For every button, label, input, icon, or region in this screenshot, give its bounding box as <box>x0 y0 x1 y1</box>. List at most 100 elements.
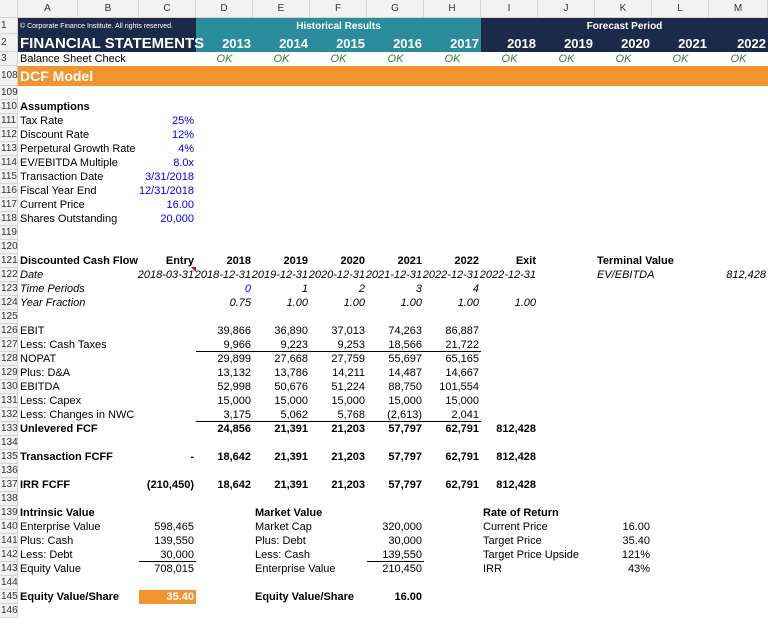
row-header: 124 <box>0 296 18 310</box>
cell: 12/31/2018 <box>138 185 194 197</box>
cell: 29,899 <box>217 353 251 365</box>
cell: IRR <box>483 563 502 575</box>
row-header: 142 <box>0 548 18 562</box>
column-header: F <box>310 0 367 18</box>
cell: 43% <box>627 563 650 575</box>
cell: 20,000 <box>160 213 194 225</box>
cell: 21,722 <box>424 338 481 352</box>
row-header: 133 <box>0 422 18 436</box>
column-header: L <box>652 0 709 18</box>
column-header: E <box>253 0 310 18</box>
cell: 139,550 <box>367 548 424 562</box>
cell: 2021-12-31 <box>365 269 422 281</box>
cell: 1.00 <box>343 297 365 309</box>
cell: 27,759 <box>331 353 365 365</box>
cell: Balance Sheet Check <box>20 53 126 65</box>
row-header: 111 <box>0 114 18 128</box>
cell: Fiscal Year End <box>20 185 97 197</box>
cell: Perpetural Growth Rate <box>20 143 136 155</box>
cell: 812,428 <box>726 269 766 281</box>
row-header: 109 <box>0 86 18 100</box>
cell: 2020-12-31 <box>308 269 365 281</box>
cell: 4% <box>178 143 194 155</box>
cell: Less: Debt <box>20 549 73 561</box>
row-header: 136 <box>0 464 18 478</box>
cell: 9,966 <box>196 338 253 352</box>
band <box>196 18 481 34</box>
cell: Discount Rate <box>20 129 90 141</box>
cell: 2018 <box>507 35 536 51</box>
cell: 21,391 <box>274 423 308 435</box>
cell: OK <box>444 53 461 65</box>
cell: FINANCIAL STATEMENTS <box>20 34 204 52</box>
cell: 18,642 <box>217 479 251 491</box>
cell: 62,791 <box>445 479 479 491</box>
section-band <box>18 66 768 86</box>
row-header: 122 <box>0 268 18 282</box>
cell: 35.40 <box>139 590 196 604</box>
cell: 24,856 <box>217 423 251 435</box>
cell: 21,203 <box>331 451 365 463</box>
cell: 0.75 <box>229 297 251 309</box>
cell: 3/31/2018 <box>145 171 194 183</box>
band <box>481 18 768 34</box>
cell: Time Periods <box>20 283 85 295</box>
cell: Target Price Upside <box>483 549 579 561</box>
cell: 2022-12-31 <box>422 269 479 281</box>
cell: 65,165 <box>445 353 479 365</box>
cell: 15,000 <box>388 395 422 407</box>
cell: OK <box>558 53 575 65</box>
cell: 2022 <box>454 255 479 267</box>
cell: 2015 <box>336 35 365 51</box>
cell: 18,642 <box>217 451 251 463</box>
comment-marker <box>191 267 196 272</box>
cell: 2021 <box>678 35 707 51</box>
cell: Equity Value/Share <box>20 591 120 603</box>
cell: 16.00 <box>394 591 422 603</box>
row-header: 116 <box>0 184 18 198</box>
row-header: 131 <box>0 394 18 408</box>
row-header: 144 <box>0 576 18 590</box>
row-header: 123 <box>0 282 18 296</box>
row-header: 145 <box>0 590 18 604</box>
cell: 88,750 <box>388 381 422 393</box>
cell: Terminal Value <box>597 255 674 267</box>
row-header: 127 <box>0 338 18 352</box>
cell: Year Fraction <box>20 297 86 309</box>
cell: Enterprise Value <box>20 521 101 533</box>
cell: Less: Capex <box>20 395 82 407</box>
row-header: 125 <box>0 310 18 324</box>
row-header: 130 <box>0 380 18 394</box>
cell: Entry <box>165 255 194 267</box>
cell: 39,866 <box>217 325 251 337</box>
column-header: M <box>709 0 768 18</box>
cell: 2016 <box>393 35 422 51</box>
cell: 25% <box>171 115 194 127</box>
row-header: 120 <box>0 240 18 254</box>
cell: 12% <box>171 129 194 141</box>
cell: 2019 <box>283 255 308 267</box>
cell: EV/EBITDA Multiple <box>20 157 118 169</box>
cell: 57,797 <box>388 451 422 463</box>
cell: 74,263 <box>388 325 422 337</box>
row-header: 146 <box>0 604 18 618</box>
column-header: B <box>78 0 139 18</box>
cell: Assumptions <box>20 101 90 113</box>
cell: Date <box>20 269 44 281</box>
row-header: 108 <box>0 66 18 86</box>
cell: 30,000 <box>139 548 196 562</box>
cell: 21,391 <box>274 479 308 491</box>
cell: Enterprise Value <box>255 563 336 575</box>
row-header: 114 <box>0 156 18 170</box>
cell: 2018-03-31 <box>137 269 194 281</box>
row-header: 139 <box>0 506 18 520</box>
cell: 8.0x <box>173 157 194 169</box>
cell: 14,211 <box>332 367 365 379</box>
cell: OK <box>216 53 233 65</box>
cell: 15,000 <box>331 395 365 407</box>
cell: 52,998 <box>217 381 251 393</box>
cell: 16.00 <box>622 521 650 533</box>
cell: OK <box>273 53 290 65</box>
cell: Current Price <box>483 521 548 533</box>
cell: 51,224 <box>331 381 365 393</box>
